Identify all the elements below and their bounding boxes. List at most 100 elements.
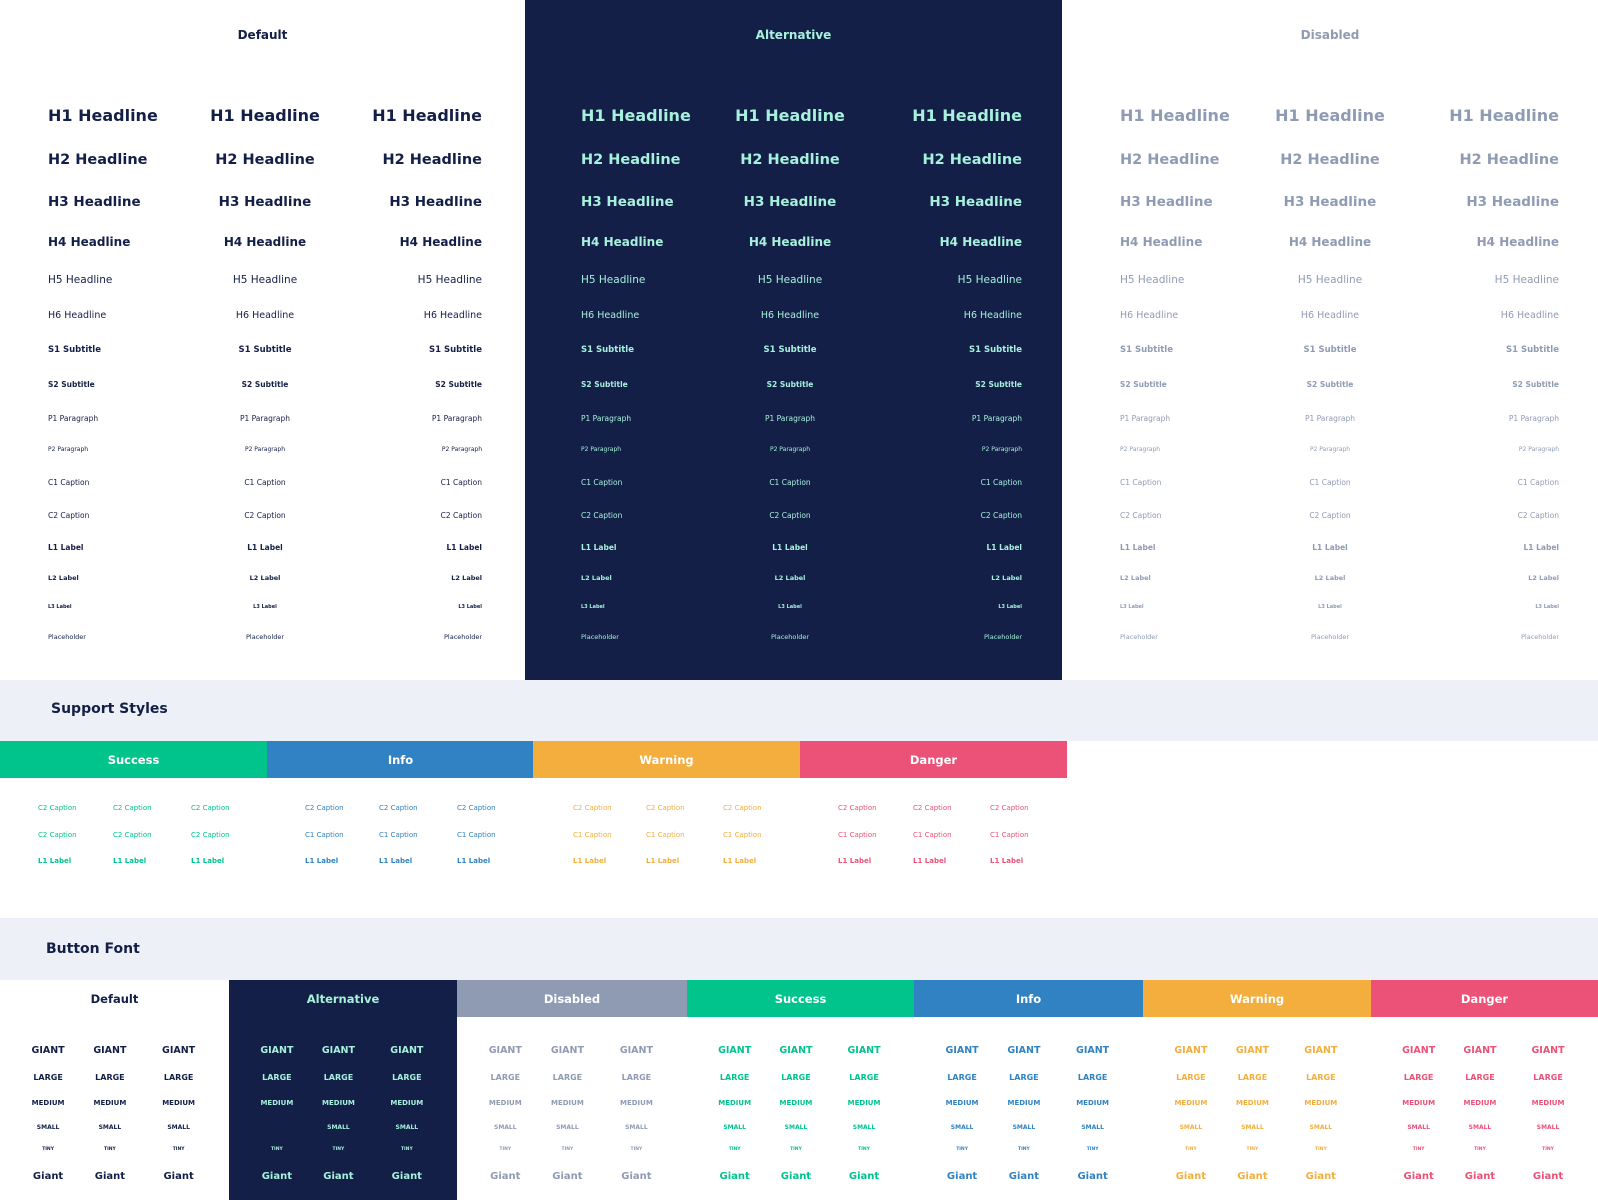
button-alternative-giant2-sample: Giant [391, 1171, 422, 1182]
style-h6-sample: H6 Headline [1120, 310, 1179, 321]
support-success-sample: C2 Caption [113, 831, 152, 839]
style-c2-sample: C2 Caption [244, 511, 286, 520]
style-ph-sample: Placeholder [1120, 633, 1158, 641]
button-header-disabled: Disabled [457, 980, 687, 1017]
style-c2-sample: C2 Caption [1517, 511, 1559, 520]
default-column-3: H1 Headline H2 Headline H3 Headline H4 Head… [340, 0, 482, 680]
disabled-column-1: H1 Headline H2 Headline H3 Headline H4 Head… [1120, 0, 1270, 680]
style-l1-sample: L1 Label [1312, 543, 1348, 552]
support-danger-sample: C2 Caption [838, 804, 877, 812]
style-l3-sample: L3 Label [48, 604, 72, 610]
button-warning-large-sample: LARGE [1176, 1073, 1206, 1082]
button-info-giant2-sample: Giant [1008, 1171, 1040, 1182]
button-success-small-sample: SMALL [852, 1124, 876, 1131]
button-default-small-sample: SMALL [167, 1124, 190, 1131]
button-danger-tiny-sample: TINY [1412, 1147, 1425, 1152]
support-header-info: Info [267, 741, 534, 778]
support-success-sample: C2 Caption [191, 831, 230, 839]
style-s2-sample: S2 Subtitle [48, 380, 95, 389]
support-header-warning: Warning [533, 741, 800, 778]
support-danger-sample: C1 Caption [838, 831, 877, 839]
support-warning-sample: L1 Label [723, 857, 757, 865]
style-ph-sample: Placeholder [1311, 633, 1349, 641]
style-l2-sample: L2 Label [1314, 574, 1346, 582]
style-s2-sample: S2 Subtitle [241, 380, 289, 389]
button-default-giant-sample: GIANT [162, 1045, 196, 1056]
style-h4-sample: H4 Headline [48, 235, 131, 249]
style-h4-sample: H4 Headline [939, 235, 1022, 249]
button-disabled-giant2-sample: Giant [621, 1171, 652, 1182]
style-s1-sample: S1 Subtitle [763, 345, 817, 355]
style-h2-sample: H2 Headline [1459, 152, 1559, 168]
style-h4-sample: H4 Headline [1120, 235, 1203, 249]
panel-default: Default H1 Headline H2 Headline H3 Headlin… [0, 0, 525, 680]
style-c2-sample: C2 Caption [581, 511, 623, 520]
button-disabled-large-sample: LARGE [490, 1073, 521, 1082]
button-disabled-large-sample: LARGE [552, 1073, 583, 1082]
style-l3-sample: L3 Label [1318, 604, 1342, 610]
button-info-giant-sample: GIANT [945, 1045, 979, 1056]
style-p2-sample: P2 Paragraph [1120, 446, 1161, 453]
button-group-info-body [914, 1017, 1143, 1200]
disabled-column-3: H1 Headline H2 Headline H3 Headline H4 Head… [1402, 0, 1559, 680]
style-p1-sample: P1 Paragraph [431, 414, 482, 423]
button-danger-large-sample: LARGE [1465, 1073, 1495, 1082]
style-l2-sample: L2 Label [991, 574, 1022, 582]
style-h6-sample: H6 Headline [235, 310, 295, 321]
style-s2-sample: S2 Subtitle [766, 380, 814, 389]
style-l1-sample: L1 Label [48, 543, 84, 552]
support-info-sample: C2 Caption [457, 804, 496, 812]
button-warning-tiny-sample: TINY [1246, 1147, 1259, 1152]
style-h3-sample: H3 Headline [389, 194, 482, 210]
style-s2-sample: S2 Subtitle [1512, 380, 1559, 389]
button-warning-giant2-sample: Giant [1175, 1171, 1207, 1182]
support-info-sample: C2 Caption [379, 804, 418, 812]
style-l2-sample: L2 Label [774, 574, 806, 582]
style-h4-sample: H4 Headline [223, 235, 307, 249]
style-l2-sample: L2 Label [48, 574, 79, 582]
button-alternative-large-sample: LARGE [323, 1073, 354, 1082]
style-h2-sample: H2 Headline [581, 152, 681, 168]
style-h5-sample: H5 Headline [48, 274, 113, 286]
button-alternative-tiny-sample: TINY [270, 1147, 283, 1152]
button-disabled-giant2-sample: Giant [490, 1171, 521, 1182]
style-h1-sample: H1 Headline [210, 106, 320, 125]
button-disabled-giant2-sample: Giant [552, 1171, 583, 1182]
button-danger-small-sample: SMALL [1536, 1124, 1560, 1131]
style-l1-sample: L1 Label [1120, 543, 1156, 552]
support-success-sample: C2 Caption [38, 804, 77, 812]
support-header-success: Success [0, 741, 267, 778]
button-info-giant2-sample: Giant [1077, 1171, 1108, 1182]
button-warning-giant-sample: GIANT [1304, 1045, 1338, 1056]
style-c1-sample: C1 Caption [1517, 478, 1559, 487]
style-h5-sample: H5 Headline [232, 274, 298, 286]
button-danger-large-sample: LARGE [1533, 1073, 1563, 1082]
button-disabled-medium-sample: MEDIUM [619, 1099, 653, 1107]
style-p2-sample: P2 Paragraph [581, 446, 622, 453]
button-success-medium-sample: MEDIUM [718, 1099, 752, 1107]
panel-disabled-title: Disabled [1300, 28, 1360, 42]
alternative-column-1: H1 Headline H2 Headline H3 Headline H4 Head… [581, 0, 731, 680]
button-danger-giant2-sample: Giant [1403, 1171, 1434, 1182]
button-info-small-sample: SMALL [1081, 1124, 1104, 1131]
button-success-tiny-sample: TINY [790, 1147, 802, 1152]
style-p1-sample: P1 Paragraph [764, 414, 816, 423]
button-alternative-giant-sample: GIANT [321, 1045, 355, 1056]
button-success-tiny-sample: TINY [728, 1147, 741, 1152]
style-c1-sample: C1 Caption [980, 478, 1022, 487]
button-font-bar [0, 918, 1598, 980]
style-p1-sample: P1 Paragraph [1304, 414, 1356, 423]
button-warning-giant2-sample: Giant [1305, 1171, 1336, 1182]
style-s2-sample: S2 Subtitle [581, 380, 628, 389]
style-c2-sample: C2 Caption [1309, 511, 1351, 520]
support-danger-sample: L1 Label [990, 857, 1024, 865]
style-h5-sample: H5 Headline [1297, 274, 1363, 286]
button-warning-giant-sample: GIANT [1235, 1045, 1269, 1056]
style-l1-sample: L1 Label [247, 543, 283, 552]
button-group-danger-body [1371, 1017, 1598, 1200]
support-warning-sample: C1 Caption [646, 831, 685, 839]
support-styles-bar [0, 680, 1598, 741]
style-h5-sample: H5 Headline [1494, 274, 1559, 286]
button-danger-medium-sample: MEDIUM [1463, 1099, 1497, 1107]
style-h5-sample: H5 Headline [1120, 274, 1185, 286]
